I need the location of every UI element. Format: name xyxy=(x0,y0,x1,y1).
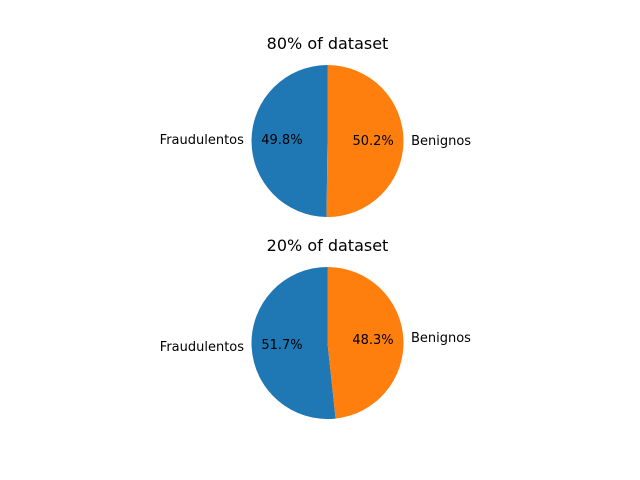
chart-title-2: 20% of dataset xyxy=(267,236,389,255)
pie-slice-fraudulentos xyxy=(251,65,328,217)
pie-slice-benignos xyxy=(327,267,404,419)
pie-slice-fraudulentos xyxy=(251,267,336,419)
pie-slice-benignos xyxy=(326,65,404,217)
chart-title-1: 80% of dataset xyxy=(267,34,389,53)
slice-percent-benignos: 50.2% xyxy=(352,134,393,149)
pie-chart-2: 20% of dataset Fraudulentos 51.7% Benignos… xyxy=(160,236,471,419)
slice-percent-benignos: 48.3% xyxy=(352,333,393,348)
slice-percent-fraudulentos: 49.8% xyxy=(261,133,302,148)
slice-label-benignos: Benignos xyxy=(411,331,471,346)
pie-chart-1: 80% of dataset Fraudulentos 49.8% Benignos… xyxy=(160,34,471,217)
slice-label-fraudulentos: Fraudulentos xyxy=(160,133,244,148)
slice-percent-fraudulentos: 51.7% xyxy=(261,338,302,353)
slice-label-fraudulentos: Fraudulentos xyxy=(160,340,244,355)
slice-label-benignos: Benignos xyxy=(411,134,471,149)
